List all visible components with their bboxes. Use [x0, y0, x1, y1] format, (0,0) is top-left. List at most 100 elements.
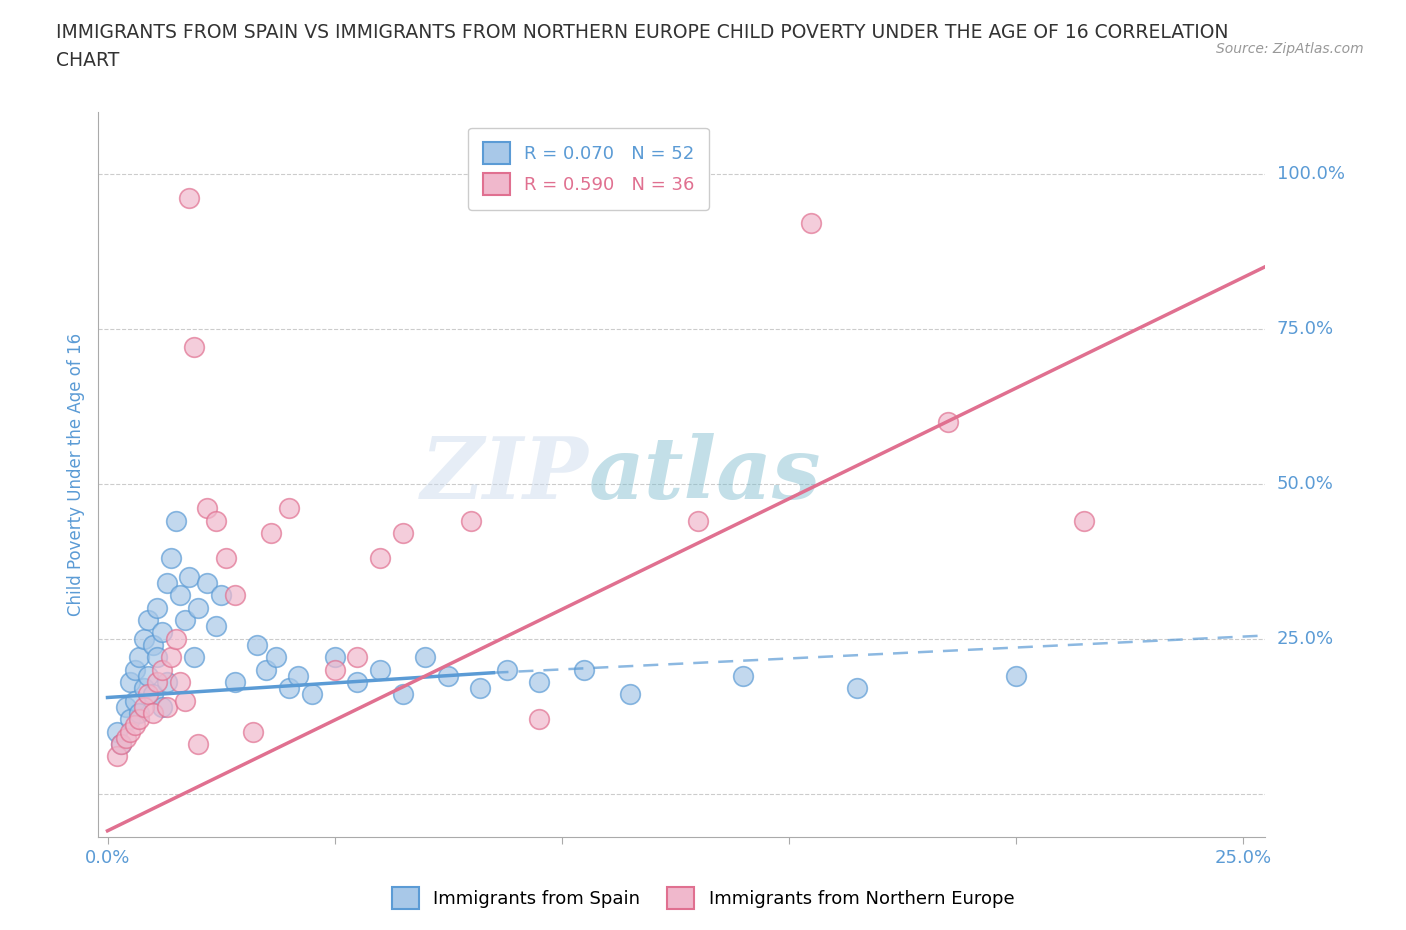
- Point: [165, 513, 187, 528]
- Point: [183, 339, 205, 354]
- Point: [1073, 513, 1095, 528]
- Point: [169, 674, 191, 689]
- Point: [205, 513, 228, 528]
- Legend: Immigrants from Spain, Immigrants from Northern Europe: Immigrants from Spain, Immigrants from N…: [384, 880, 1022, 916]
- Point: [114, 699, 136, 714]
- Point: [527, 711, 550, 726]
- Point: [105, 749, 128, 764]
- Point: [128, 711, 150, 726]
- Point: [197, 576, 219, 591]
- Point: [173, 613, 195, 628]
- Point: [246, 637, 269, 652]
- Point: [173, 693, 195, 708]
- Point: [260, 525, 283, 540]
- Point: [197, 501, 219, 516]
- Point: [1004, 669, 1026, 684]
- Point: [800, 216, 823, 231]
- Point: [132, 699, 155, 714]
- Point: [278, 501, 301, 516]
- Point: [301, 687, 323, 702]
- Point: [686, 513, 709, 528]
- Point: [120, 711, 142, 726]
- Point: [187, 737, 209, 751]
- Text: 75.0%: 75.0%: [1277, 320, 1334, 338]
- Point: [150, 625, 173, 640]
- Point: [323, 662, 346, 677]
- Point: [179, 191, 201, 206]
- Point: [142, 637, 165, 652]
- Text: CHART: CHART: [56, 51, 120, 70]
- Point: [150, 662, 173, 677]
- Point: [128, 706, 150, 721]
- Point: [146, 600, 169, 615]
- Point: [278, 681, 301, 696]
- Point: [254, 662, 277, 677]
- Point: [287, 669, 309, 684]
- Point: [150, 699, 173, 714]
- Point: [242, 724, 264, 739]
- Point: [120, 674, 142, 689]
- Point: [264, 650, 287, 665]
- Point: [114, 730, 136, 745]
- Point: [160, 650, 183, 665]
- Point: [169, 588, 191, 603]
- Point: [415, 650, 437, 665]
- Point: [468, 681, 491, 696]
- Point: [391, 687, 413, 702]
- Point: [142, 706, 165, 721]
- Point: [391, 525, 413, 540]
- Point: [142, 687, 165, 702]
- Point: [346, 650, 368, 665]
- Point: [105, 724, 128, 739]
- Point: [368, 551, 391, 565]
- Point: [124, 693, 146, 708]
- Point: [209, 588, 232, 603]
- Point: [120, 724, 142, 739]
- Point: [845, 681, 868, 696]
- Point: [437, 669, 460, 684]
- Point: [224, 674, 246, 689]
- Point: [527, 674, 550, 689]
- Legend: R = 0.070   N = 52, R = 0.590   N = 36: R = 0.070 N = 52, R = 0.590 N = 36: [468, 128, 709, 210]
- Point: [214, 551, 236, 565]
- Point: [155, 576, 177, 591]
- Point: [496, 662, 519, 677]
- Point: [110, 737, 132, 751]
- Point: [132, 681, 155, 696]
- Point: [187, 600, 209, 615]
- Text: 100.0%: 100.0%: [1277, 165, 1344, 182]
- Text: 50.0%: 50.0%: [1277, 474, 1333, 493]
- Point: [124, 718, 146, 733]
- Point: [155, 699, 177, 714]
- Point: [574, 662, 596, 677]
- Point: [460, 513, 482, 528]
- Point: [346, 674, 368, 689]
- Text: atlas: atlas: [589, 432, 821, 516]
- Point: [179, 569, 201, 584]
- Point: [619, 687, 641, 702]
- Point: [165, 631, 187, 646]
- Point: [132, 631, 155, 646]
- Point: [138, 669, 160, 684]
- Text: 25.0%: 25.0%: [1277, 630, 1334, 647]
- Text: Source: ZipAtlas.com: Source: ZipAtlas.com: [1216, 42, 1364, 56]
- Point: [733, 669, 755, 684]
- Text: ZIP: ZIP: [420, 432, 589, 516]
- Point: [124, 662, 146, 677]
- Point: [323, 650, 346, 665]
- Point: [160, 551, 183, 565]
- Point: [183, 650, 205, 665]
- Point: [205, 618, 228, 633]
- Point: [138, 687, 160, 702]
- Point: [146, 650, 169, 665]
- Point: [146, 674, 169, 689]
- Point: [936, 414, 959, 429]
- Text: IMMIGRANTS FROM SPAIN VS IMMIGRANTS FROM NORTHERN EUROPE CHILD POVERTY UNDER THE: IMMIGRANTS FROM SPAIN VS IMMIGRANTS FROM…: [56, 23, 1229, 42]
- Y-axis label: Child Poverty Under the Age of 16: Child Poverty Under the Age of 16: [66, 333, 84, 616]
- Point: [155, 674, 177, 689]
- Point: [110, 737, 132, 751]
- Point: [368, 662, 391, 677]
- Point: [224, 588, 246, 603]
- Point: [128, 650, 150, 665]
- Point: [138, 613, 160, 628]
